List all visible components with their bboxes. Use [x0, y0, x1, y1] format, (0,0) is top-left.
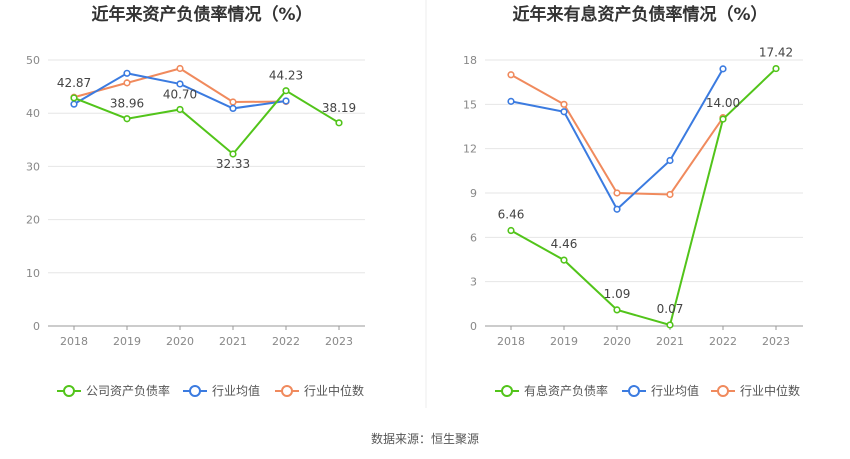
data-label: 42.87: [57, 76, 91, 90]
chart-title: 近年来有息资产负债率情况（%）: [512, 4, 767, 25]
x-tick-label: 2020: [166, 335, 194, 348]
y-tick-label: 0: [470, 320, 477, 333]
data-label: 14.00: [706, 96, 740, 110]
data-point: [507, 71, 515, 79]
data-point: [70, 100, 78, 108]
data-point: [229, 150, 237, 158]
legend-marker-icon: [628, 385, 640, 397]
legend-marker-icon: [63, 385, 75, 397]
x-tick-label: 2019: [550, 335, 578, 348]
data-point: [123, 69, 131, 77]
legend-item[interactable]: 行业中位数: [711, 383, 800, 398]
data-point: [666, 156, 674, 165]
y-tick-label: 0: [33, 320, 40, 333]
legend-item[interactable]: 行业均值: [183, 383, 260, 398]
x-tick-label: 2019: [113, 335, 141, 348]
data-point: [613, 205, 621, 213]
y-tick-label: 40: [26, 107, 40, 120]
chart-title: 近年来资产负债率情况（%）: [91, 4, 312, 25]
legend-marker-icon: [501, 385, 513, 397]
y-tick-label: 12: [463, 143, 477, 156]
data-point: [507, 226, 515, 235]
data-point: [560, 100, 568, 108]
series-line: [510, 67, 777, 327]
y-tick-label: 9: [470, 187, 477, 200]
x-tick-label: 2023: [762, 335, 790, 348]
x-tick-label: 2023: [325, 335, 353, 348]
chart-panel-interest-bearing-debt-ratio: 近年来有息资产负债率情况（%） 0 3 6 9 12 15 18 2018 2019 2020 202…: [463, 4, 803, 398]
data-point: [282, 87, 290, 95]
legend-marker-icon: [189, 385, 201, 397]
y-tick-label: 30: [26, 160, 40, 173]
y-tick-label: 18: [463, 54, 477, 67]
legend-item[interactable]: 行业均值: [622, 383, 699, 398]
legend-label: 行业中位数: [740, 383, 800, 398]
y-tick-label: 10: [26, 267, 40, 280]
legend-label: 有息资产负债率: [524, 383, 608, 398]
data-point: [666, 190, 674, 199]
data-point: [176, 64, 184, 73]
x-tick-label: 2020: [603, 335, 631, 348]
data-point: [229, 104, 237, 113]
chart-panel-debt-ratio: 近年来资产负债率情况（%） 0 10 20 30 40 50 2018 2019 2020 2021…: [26, 4, 365, 398]
data-label: 17.42: [759, 46, 793, 60]
legend-label: 行业均值: [651, 383, 699, 398]
data-label: 6.46: [498, 208, 525, 222]
legend-marker-icon: [281, 385, 293, 397]
data-point: [123, 115, 131, 123]
x-tick-label: 2018: [497, 335, 525, 348]
legend-item[interactable]: 有息资产负债率: [495, 383, 608, 398]
y-tick-label: 20: [26, 214, 40, 227]
data-point: [613, 189, 621, 197]
data-point: [613, 306, 621, 314]
data-point: [123, 79, 131, 87]
data-point: [719, 65, 727, 73]
x-tick-label: 2022: [709, 335, 737, 348]
data-point: [335, 119, 343, 127]
data-point: [560, 108, 568, 116]
x-tick-label: 2021: [219, 335, 247, 348]
y-tick-label: 50: [26, 54, 40, 67]
data-source-note: 数据来源：恒生聚源: [371, 431, 479, 446]
data-label: 32.33: [216, 157, 250, 171]
y-tick-label: 6: [470, 231, 477, 244]
legend-marker-icon: [717, 385, 729, 397]
data-point: [507, 97, 515, 105]
data-label: 44.23: [269, 69, 303, 83]
x-tick-label: 2022: [272, 335, 300, 348]
series-line: [510, 73, 724, 196]
y-tick-label: 15: [463, 98, 477, 111]
data-point: [282, 97, 290, 105]
series-line: [73, 89, 340, 156]
y-tick-label: 3: [470, 276, 477, 289]
data-label: 1.09: [604, 287, 631, 301]
x-tick-label: 2021: [656, 335, 684, 348]
data-label: 4.46: [551, 237, 578, 251]
data-label: 38.96: [110, 97, 144, 111]
data-point: [176, 105, 184, 114]
data-point: [70, 94, 78, 102]
data-point: [560, 256, 568, 264]
data-label: 38.19: [322, 101, 356, 115]
data-label: 40.70: [163, 87, 197, 101]
data-point: [176, 80, 184, 88]
legend-item[interactable]: 行业中位数: [275, 383, 364, 398]
data-point: [666, 321, 674, 329]
legend-item[interactable]: 公司资产负债率: [57, 383, 170, 398]
legend-label: 公司资产负债率: [86, 383, 170, 398]
x-tick-label: 2018: [60, 335, 88, 348]
data-point: [719, 115, 727, 123]
data-point: [229, 98, 237, 106]
series-line: [510, 68, 724, 211]
data-label: 0.07: [657, 302, 684, 316]
data-point: [772, 64, 780, 73]
legend-label: 行业均值: [212, 383, 260, 398]
legend-label: 行业中位数: [304, 383, 364, 398]
